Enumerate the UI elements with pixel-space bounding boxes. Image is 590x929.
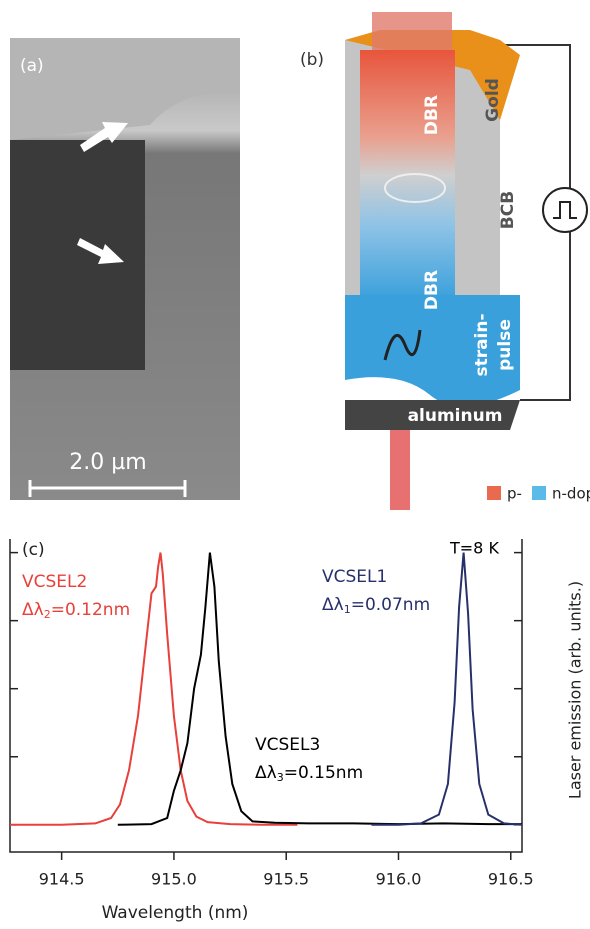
layer-label: strain- bbox=[472, 313, 492, 376]
linewidth-part: =0.07nm bbox=[351, 595, 430, 615]
beam-top bbox=[372, 12, 452, 52]
spectrum-line bbox=[372, 553, 523, 825]
panel-label: (c) bbox=[22, 540, 45, 560]
chart: (c) T=8 K Wavelength (nm) Laser emission… bbox=[10, 539, 585, 924]
legend-swatch bbox=[532, 486, 546, 500]
linewidth-label: Δλ3=0.15nm bbox=[255, 763, 363, 784]
legend-label: n-doped bbox=[552, 485, 590, 503]
spectrum-line bbox=[10, 553, 297, 825]
series-label: VCSEL3 bbox=[255, 735, 320, 755]
linewidth-part: Δλ bbox=[255, 763, 277, 783]
layer-label: BCB bbox=[498, 191, 518, 229]
series-label: VCSEL2 bbox=[22, 572, 87, 592]
linewidth-part: Δλ bbox=[22, 600, 44, 620]
linewidth-part: Δλ bbox=[322, 595, 344, 615]
linewidth-part: =0.12nm bbox=[51, 600, 130, 620]
linewidth-part: 1 bbox=[344, 603, 351, 616]
legend-label: p- bbox=[507, 485, 522, 503]
linewidth-part: =0.15nm bbox=[284, 763, 363, 783]
x-tick-label: 915.5 bbox=[263, 870, 309, 889]
pillar bbox=[10, 140, 145, 370]
panel-label: (b) bbox=[300, 50, 324, 70]
x-tick-label: 914.5 bbox=[39, 870, 85, 889]
page: (a) 2.0 µm (b) DBR Gold BCB DBR strain- … bbox=[0, 0, 590, 929]
layer-label: aluminum bbox=[408, 406, 503, 426]
series-label: VCSEL1 bbox=[322, 567, 387, 587]
linewidth-part: 2 bbox=[44, 608, 51, 621]
legend-swatch bbox=[487, 486, 501, 500]
linewidth-label: Δλ2=0.12nm bbox=[22, 600, 130, 621]
layer-label: pulse bbox=[495, 319, 515, 371]
figure: (a) 2.0 µm (b) DBR Gold BCB DBR strain- … bbox=[0, 0, 590, 925]
layer-label: DBR bbox=[422, 95, 442, 135]
x-tick-label: 916.0 bbox=[376, 870, 422, 889]
scale-label: 2.0 µm bbox=[69, 450, 146, 475]
x-tick-label: 915.0 bbox=[151, 870, 197, 889]
linewidth-label: Δλ1=0.07nm bbox=[322, 595, 430, 616]
panel-a: (a) 2.0 µm bbox=[10, 38, 240, 500]
layer-label: Gold bbox=[483, 78, 503, 122]
linewidth-part: 3 bbox=[277, 771, 284, 784]
panel-label: (a) bbox=[20, 56, 44, 76]
spectrum-line bbox=[118, 553, 522, 825]
x-axis-label: Wavelength (nm) bbox=[102, 903, 249, 923]
pulse-source bbox=[543, 188, 587, 232]
annotation: T=8 K bbox=[449, 539, 499, 558]
laser-beam bbox=[390, 425, 410, 510]
x-tick-label: 916.5 bbox=[488, 870, 534, 889]
layer-label: DBR bbox=[422, 270, 442, 310]
y-axis-label: Laser emission (arb. units.) bbox=[566, 581, 585, 799]
panel-b: (b) DBR Gold BCB DBR strain- pulse alumi… bbox=[300, 12, 590, 510]
